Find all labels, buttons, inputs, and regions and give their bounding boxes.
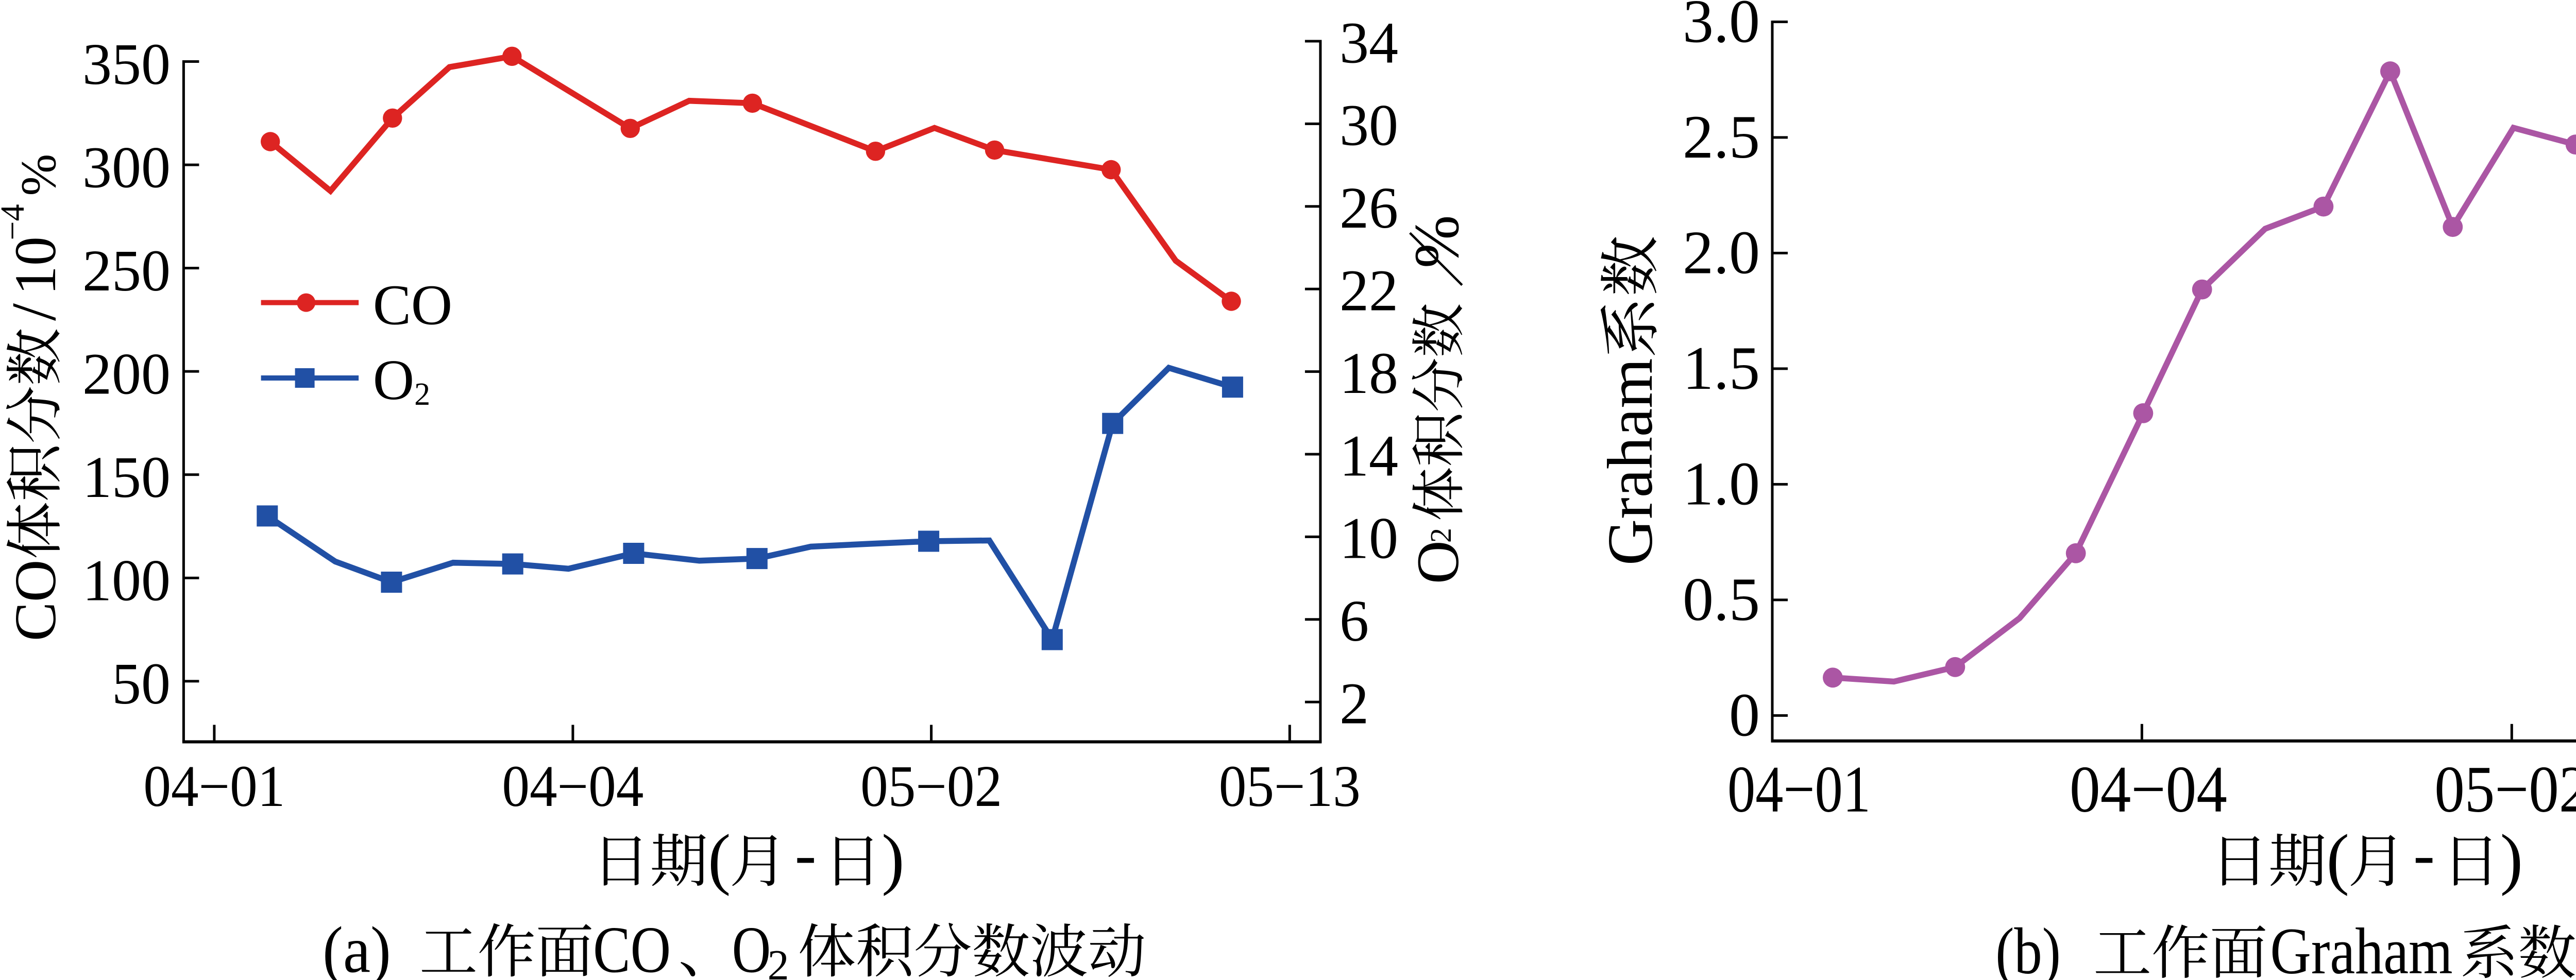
svg-text:05−02: 05−02 <box>2434 752 2576 826</box>
svg-text:26: 26 <box>1340 175 1398 240</box>
svg-text:-: - <box>2413 819 2435 890</box>
svg-text:14: 14 <box>1340 423 1398 488</box>
svg-text:/: / <box>0 303 69 321</box>
svg-text:O: O <box>1405 541 1471 584</box>
svg-text:2: 2 <box>768 941 789 980</box>
svg-text:04−04: 04−04 <box>2070 752 2227 826</box>
svg-text:0: 0 <box>1729 681 1760 749</box>
svg-text:2: 2 <box>1340 671 1369 736</box>
svg-text:(a): (a) <box>323 913 391 980</box>
svg-text:CO: CO <box>593 913 671 980</box>
svg-text:O: O <box>732 913 771 980</box>
svg-text:): ) <box>2500 820 2523 897</box>
svg-text:0.5: 0.5 <box>1683 565 1760 633</box>
svg-text:CO: CO <box>3 560 68 641</box>
svg-text:CO: CO <box>373 274 452 337</box>
svg-text:−4: −4 <box>0 204 31 240</box>
svg-text:04−01: 04−01 <box>143 753 285 819</box>
svg-text:22: 22 <box>1340 258 1398 323</box>
svg-text:300: 300 <box>82 134 171 200</box>
svg-text:O: O <box>373 349 414 412</box>
svg-text:): ) <box>882 820 904 897</box>
svg-text:18: 18 <box>1340 340 1398 406</box>
svg-text:3.0: 3.0 <box>1683 0 1760 56</box>
svg-text:Graham: Graham <box>2270 915 2452 980</box>
svg-text:2: 2 <box>414 377 430 412</box>
svg-text:(b): (b) <box>1995 915 2061 980</box>
svg-text:2.5: 2.5 <box>1683 102 1760 171</box>
svg-text:250: 250 <box>82 238 171 303</box>
svg-text:-: - <box>795 819 817 890</box>
svg-text:350: 350 <box>82 31 171 97</box>
svg-text:34: 34 <box>1340 10 1398 75</box>
svg-text:Graham: Graham <box>1595 358 1666 566</box>
svg-text:30: 30 <box>1340 93 1398 158</box>
svg-text:100: 100 <box>82 548 171 613</box>
svg-text:10: 10 <box>1340 506 1398 571</box>
svg-text:1.5: 1.5 <box>1683 334 1760 402</box>
svg-text:50: 50 <box>112 651 171 716</box>
svg-text:05−02: 05−02 <box>860 753 1002 819</box>
svg-text:2.0: 2.0 <box>1683 218 1760 287</box>
svg-text:200: 200 <box>82 341 171 407</box>
svg-text:04−04: 04−04 <box>502 753 643 819</box>
svg-text:10: 10 <box>3 236 68 295</box>
svg-text:2: 2 <box>1424 528 1458 543</box>
svg-text:1.0: 1.0 <box>1683 450 1760 518</box>
svg-text:(: ( <box>2327 820 2349 897</box>
svg-text:150: 150 <box>82 444 171 510</box>
svg-text:(: ( <box>708 820 731 897</box>
svg-text:%: % <box>1401 215 1472 268</box>
svg-text:6: 6 <box>1340 588 1369 654</box>
svg-text:05−13: 05−13 <box>1219 753 1361 819</box>
svg-text:04−01: 04−01 <box>1727 752 1871 826</box>
svg-text:%: % <box>11 154 66 196</box>
